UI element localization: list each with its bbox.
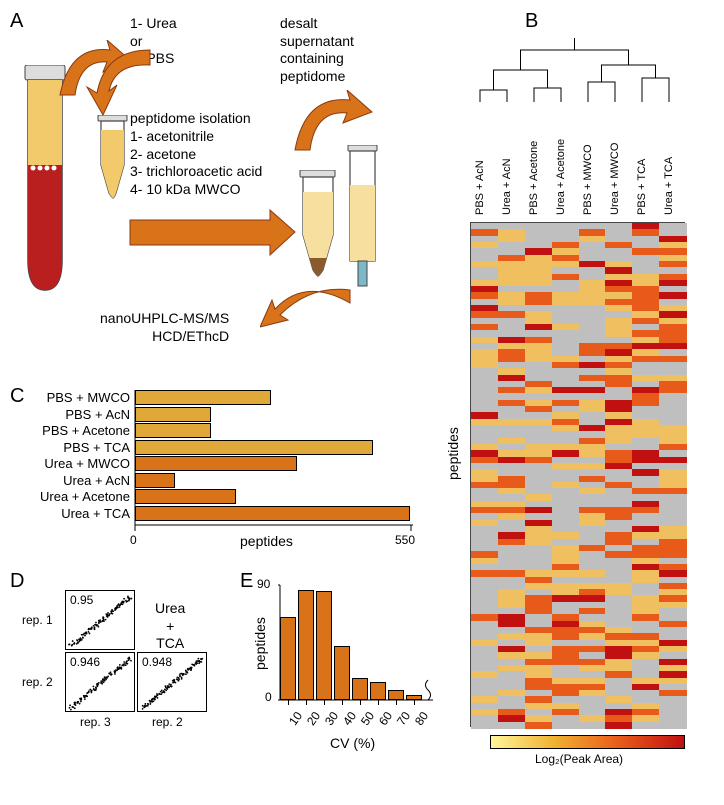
panel-e-xtick: 20	[304, 709, 324, 729]
panel-c-cat-label: PBS + Acetone	[10, 423, 130, 439]
panel-a: A 1- Urea or 2- PBS desalt supernatant c…	[10, 10, 430, 390]
panel-e-xtick: 60	[376, 709, 396, 729]
heatmap-cell	[632, 722, 659, 729]
curved-arrow-4-icon	[260, 285, 360, 345]
panel-e-label: E	[240, 570, 253, 593]
panel-d: D Urea + TCA 0.95 0.946 0.948 rep. 1 rep…	[10, 570, 230, 780]
dendro-labels: PBS + AcN Urea + AcN PBS + Acetone Urea + A…	[465, 105, 695, 220]
panel-c: C 0 550 peptides PBS + MWCOPBS + AcNPBS …	[10, 385, 430, 560]
panel-e-xlabel: CV (%)	[330, 735, 375, 753]
panel-e-xtick: 70	[394, 709, 414, 729]
panel-e-ylabel: peptides	[252, 617, 270, 670]
heatmap	[470, 222, 685, 727]
d-xlab-left: rep. 3	[80, 715, 111, 730]
panel-c-cat-label: Urea + Acetone	[10, 489, 130, 505]
heatmap-cell	[579, 722, 606, 729]
dendro-leaf-label: Urea + AcN	[501, 158, 515, 215]
panel-e-ytick-0: 0	[265, 690, 272, 705]
microtube-pellet-icon	[295, 170, 340, 280]
panel-e-xticks: 1020304050607080	[280, 702, 430, 737]
panel-c-axes	[133, 388, 423, 548]
panel-e-xtick: 10	[286, 709, 306, 729]
heatmap-cell	[498, 722, 525, 729]
text-isolation-items: 1- acetonitrile 2- acetone 3- trichloroa…	[130, 128, 262, 198]
dendro-leaf-label: PBS + MWCO	[582, 144, 596, 215]
panel-e-xtick: 50	[358, 709, 378, 729]
heatmap-cell	[605, 722, 632, 729]
panel-c-cat-label: PBS + AcN	[10, 407, 130, 423]
dendro-leaf-label: Urea + Acetone	[555, 139, 569, 215]
corr-bl: 0.946	[70, 655, 100, 670]
panel-c-xtick-0: 0	[130, 533, 137, 548]
text-desalt: desalt supernatant containing peptidome	[280, 15, 354, 85]
heatmap-cell	[525, 722, 552, 729]
colorbar	[490, 735, 685, 749]
panel-c-cat-label: PBS + TCA	[10, 440, 130, 456]
panel-e-xtick: 80	[412, 709, 432, 729]
corr-br: 0.948	[142, 655, 172, 670]
panel-e: E 90 0 peptides CV (%) 1020304050607080	[240, 570, 440, 780]
microtube-icon	[95, 115, 130, 200]
panel-e-xtick: 30	[322, 709, 342, 729]
text-instrument: nanoUHPLC-MS/MS HCD/EThcD	[100, 310, 229, 345]
d-xlab-right: rep. 2	[152, 715, 183, 730]
heatmap-cell	[659, 722, 686, 729]
panel-a-label: A	[10, 10, 23, 33]
panel-b: B PBS + AcNUrea + AcNPBS + AcetoneUrea +…	[435, 10, 715, 780]
dendro-leaf-label: Urea + TCA	[663, 157, 677, 215]
d-ylab-bot: rep. 2	[22, 675, 53, 690]
curved-arrow-2-icon	[85, 45, 165, 120]
heatmap-cell	[552, 722, 579, 729]
panel-d-title: Urea + TCA	[155, 600, 185, 653]
curved-arrow-3-icon	[280, 90, 380, 170]
panel-c-xlabel: peptides	[240, 533, 293, 551]
panel-c-cat-label: Urea + TCA	[10, 506, 130, 522]
panel-d-label: D	[10, 570, 24, 593]
panel-c-xtick-1: 550	[395, 533, 415, 548]
dendrogram-icon	[465, 30, 695, 105]
panel-c-cat-label: Urea + AcN	[10, 473, 130, 489]
corr-tl: 0.95	[70, 593, 93, 608]
panel-c-cat-label: PBS + MWCO	[10, 390, 130, 406]
dendro-leaf-label: PBS + TCA	[636, 159, 650, 215]
panel-e-xtick: 40	[340, 709, 360, 729]
dendro-leaf-label: Urea + MWCO	[609, 143, 623, 215]
panel-e-ytick-1: 90	[257, 577, 270, 592]
panel-c-cat-label: Urea + MWCO	[10, 456, 130, 472]
dendro-leaf-label: PBS + AcN	[474, 160, 488, 215]
arrow-right-icon	[125, 205, 300, 260]
dendro-leaf-label: PBS + Acetone	[528, 141, 542, 215]
panel-b-ylabel: peptides	[445, 427, 463, 480]
colorbar-label: Log₂(Peak Area)	[535, 752, 623, 767]
d-ylab-top: rep. 1	[22, 613, 53, 628]
heatmap-cell	[471, 722, 498, 729]
